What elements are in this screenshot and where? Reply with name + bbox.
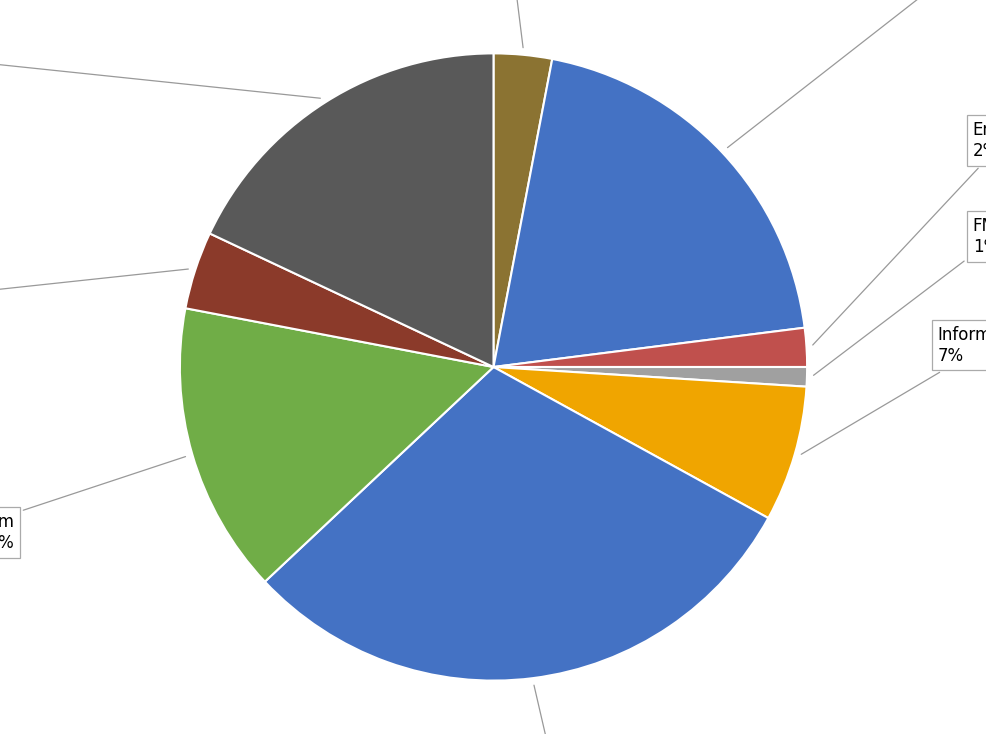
Text: Egyéb
20%: Egyéb 20% [727, 0, 986, 148]
Wedge shape [493, 367, 806, 518]
Wedge shape [493, 59, 804, 367]
Text: FMCG
1%: FMCG 1% [812, 217, 986, 375]
Wedge shape [264, 367, 767, 680]
Wedge shape [185, 233, 493, 367]
Text: Kereskedelem
15%: Kereskedelem 15% [0, 457, 185, 552]
Text: Energia
2%: Energia 2% [811, 121, 986, 345]
Text: Ipar
30%: Ipar 30% [533, 685, 607, 734]
Wedge shape [493, 367, 807, 387]
Wedge shape [179, 308, 493, 581]
Text: Logisztikai szolgált
4%: Logisztikai szolgált 4% [0, 269, 188, 321]
Text: Telekommunikáció
3%: Telekommunikáció 3% [416, 0, 570, 48]
Text: Pénzügyi szektor
18%: Pénzügyi szektor 18% [0, 34, 320, 98]
Wedge shape [209, 54, 493, 367]
Text: Informatika
7%: Informatika 7% [801, 326, 986, 454]
Wedge shape [493, 54, 552, 367]
Wedge shape [493, 327, 807, 367]
